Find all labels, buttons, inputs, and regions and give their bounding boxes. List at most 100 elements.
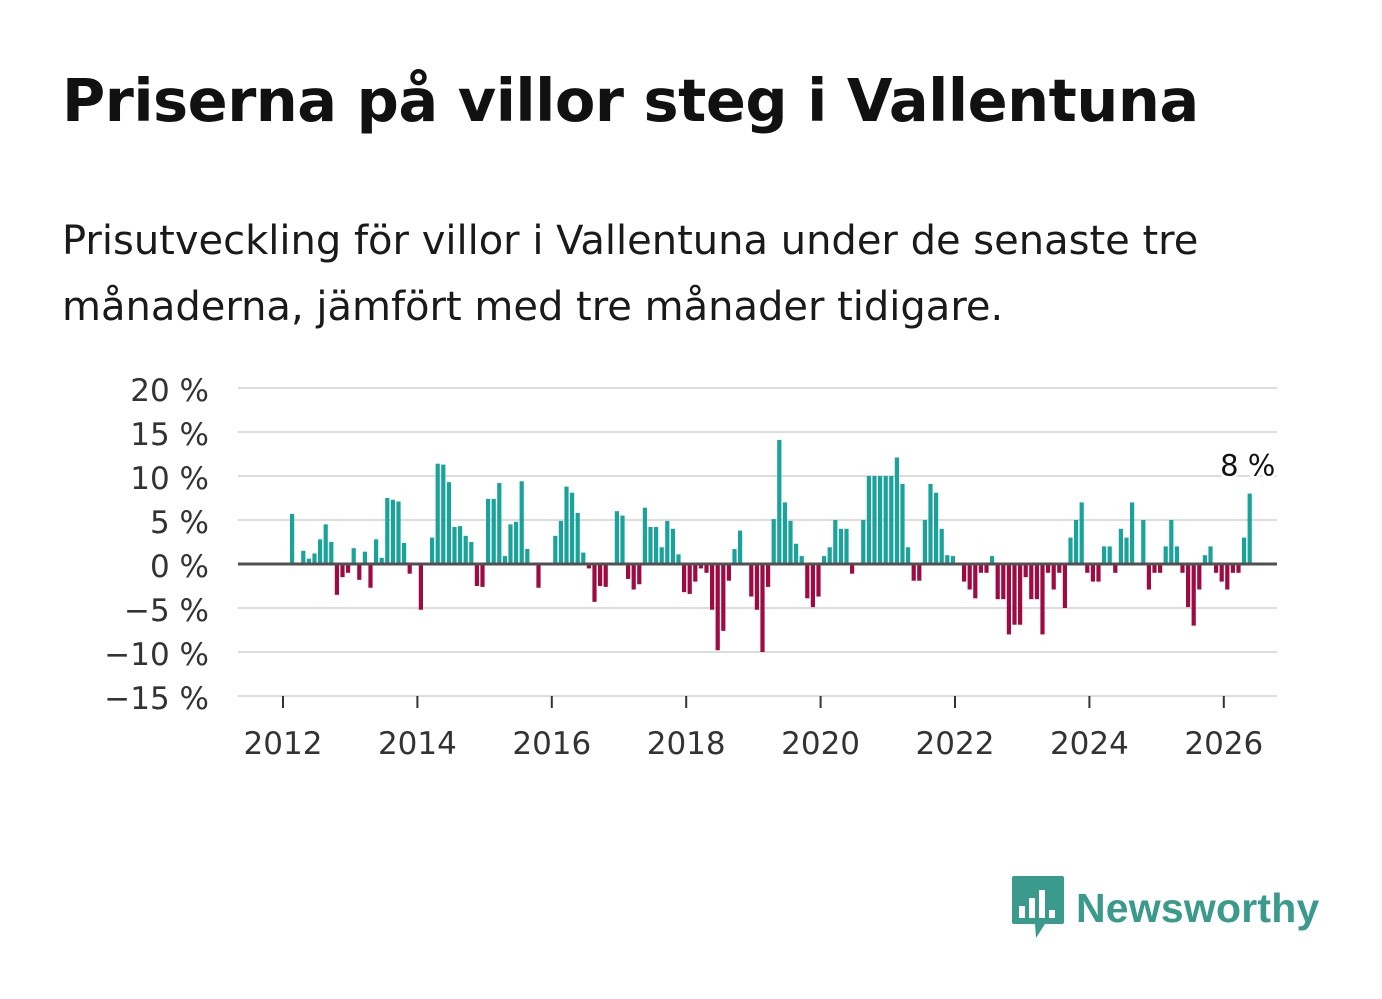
y-tick-label: −15 %: [104, 681, 209, 717]
bar: [1113, 564, 1118, 573]
bar: [990, 556, 995, 564]
bar: [1040, 564, 1045, 635]
bar: [536, 564, 541, 588]
bar: [1051, 564, 1056, 590]
bar: [710, 564, 715, 610]
bar: [1034, 564, 1039, 600]
bar: [642, 507, 647, 564]
bar: [978, 564, 983, 573]
bar: [844, 528, 849, 564]
bar: [782, 502, 787, 564]
bar: [1029, 564, 1034, 600]
bar: [810, 564, 815, 608]
bar: [1141, 520, 1146, 564]
x-tick-label: 2014: [378, 726, 457, 762]
brand: Newsworthy: [1012, 876, 1320, 940]
page-subtitle: Prisutveckling för villor i Vallentuna u…: [62, 218, 1199, 330]
bar: [654, 527, 659, 564]
bar: [676, 554, 681, 564]
bar: [698, 564, 703, 569]
bar: [480, 564, 485, 587]
bar: [962, 564, 967, 582]
bar: [469, 542, 474, 564]
bar: [1214, 564, 1219, 573]
bar: [1012, 564, 1017, 625]
bar: [334, 564, 339, 595]
bar: [1107, 546, 1112, 564]
bar: [833, 520, 838, 564]
bar: [631, 564, 636, 590]
x-tick-label: 2020: [781, 726, 860, 762]
bar: [1169, 520, 1174, 564]
bar: [1208, 546, 1213, 564]
bar: [766, 564, 771, 587]
x-tick-label: 2022: [916, 726, 995, 762]
bar: [474, 564, 479, 586]
x-tick-label: 2024: [1050, 726, 1129, 762]
bar: [1074, 520, 1079, 564]
bar: [939, 528, 944, 564]
bar: [626, 564, 631, 579]
bar: [351, 548, 356, 564]
bar: [878, 476, 883, 564]
bar: [491, 498, 496, 564]
bar: [749, 564, 754, 597]
bar: [1124, 537, 1129, 564]
bar: [1191, 564, 1196, 626]
bar: [838, 528, 843, 564]
bar: [1225, 564, 1230, 590]
bar: [385, 498, 390, 564]
bar: [418, 564, 423, 610]
bar: [1130, 502, 1135, 564]
bar: [553, 535, 558, 564]
bar: [1242, 537, 1247, 564]
bar: [402, 542, 407, 564]
bar: [648, 527, 653, 564]
bar: [340, 564, 345, 578]
bar: [346, 564, 351, 573]
bar: [738, 530, 743, 564]
brand-name: Newsworthy: [1076, 884, 1320, 931]
bar: [463, 535, 468, 564]
bar: [637, 564, 642, 585]
bar: [1174, 546, 1179, 564]
bar: [889, 476, 894, 564]
bar: [318, 539, 323, 564]
bar: [430, 537, 435, 564]
bar: [312, 553, 317, 564]
bar: [1158, 564, 1163, 573]
bar: [850, 564, 855, 574]
bar: [1197, 564, 1202, 590]
bar: [1090, 564, 1095, 582]
bar: [598, 564, 603, 586]
bar: [665, 520, 670, 564]
bar: [1085, 564, 1090, 573]
bar: [687, 564, 692, 594]
bar: [861, 520, 866, 564]
bar: [323, 524, 328, 564]
bar: [670, 528, 675, 564]
bar: [1023, 564, 1028, 578]
bar: [1057, 564, 1062, 573]
bar: [1180, 564, 1185, 573]
bar: [306, 558, 311, 564]
bar: [1163, 546, 1168, 564]
bar: [1247, 493, 1252, 564]
bar: [799, 556, 804, 564]
newsworthy-logo-icon: [1012, 876, 1064, 938]
bar: [396, 501, 401, 564]
bar: [726, 564, 731, 581]
bar: [1062, 564, 1067, 608]
bar: [693, 564, 698, 582]
bar: [777, 439, 782, 564]
bar: [441, 464, 446, 564]
x-tick-label: 2026: [1184, 726, 1263, 762]
bar: [922, 520, 927, 564]
bar: [1068, 537, 1073, 564]
bar: [950, 556, 955, 564]
bar: [525, 549, 530, 564]
bar: [788, 520, 793, 564]
bar: [502, 556, 507, 564]
bar: [1230, 564, 1235, 573]
bar: [564, 486, 569, 564]
